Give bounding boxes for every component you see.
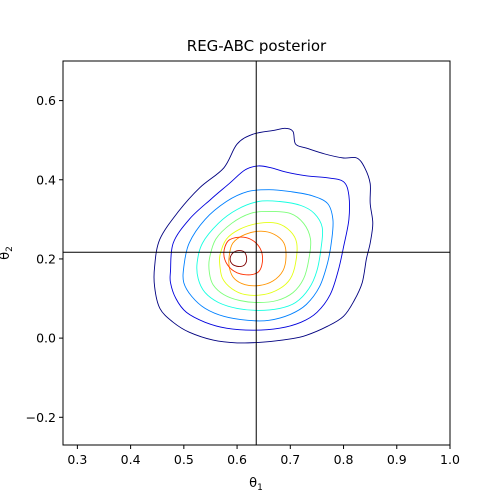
y-axis-ticks: −0.2 0.0 0.2 0.4 0.6 <box>26 93 63 425</box>
x-tick-label: 0.5 <box>174 452 194 467</box>
chart-title: REG-ABC posterior <box>187 37 327 55</box>
x-tick-label: 0.6 <box>227 452 247 467</box>
contour-level-7 <box>228 230 287 287</box>
contour-level-2 <box>169 165 350 331</box>
contour-level-4 <box>196 200 324 311</box>
x-tick-label: 0.7 <box>280 452 300 467</box>
x-tick-label: 0.3 <box>67 452 87 467</box>
y-tick-label: 0.6 <box>36 93 56 108</box>
y-tick-label: 0.0 <box>36 331 56 346</box>
x-tick-label: 0.9 <box>387 452 407 467</box>
x-axis-label-subscript: 1 <box>257 483 263 493</box>
y-tick-label: −0.2 <box>26 410 56 425</box>
contour-lines <box>153 127 374 344</box>
contour-level-1 <box>153 127 374 344</box>
x-tick-label: 0.8 <box>334 452 354 467</box>
y-tick-label: 0.2 <box>36 251 56 266</box>
contour-level-8 <box>223 236 264 276</box>
x-axis-ticks: 0.3 0.4 0.5 0.6 0.7 0.8 0.9 1.0 <box>67 445 460 467</box>
x-tick-label: 1.0 <box>440 452 460 467</box>
y-axis-label-subscript: 2 <box>5 246 15 252</box>
contour-level-5 <box>208 210 312 303</box>
y-tick-label: 0.4 <box>36 172 56 187</box>
x-tick-label: 0.4 <box>121 452 141 467</box>
plot-frame <box>62 60 451 446</box>
reference-lines <box>63 61 450 445</box>
contour-level-6 <box>219 221 298 296</box>
contour-level-3 <box>182 189 334 322</box>
